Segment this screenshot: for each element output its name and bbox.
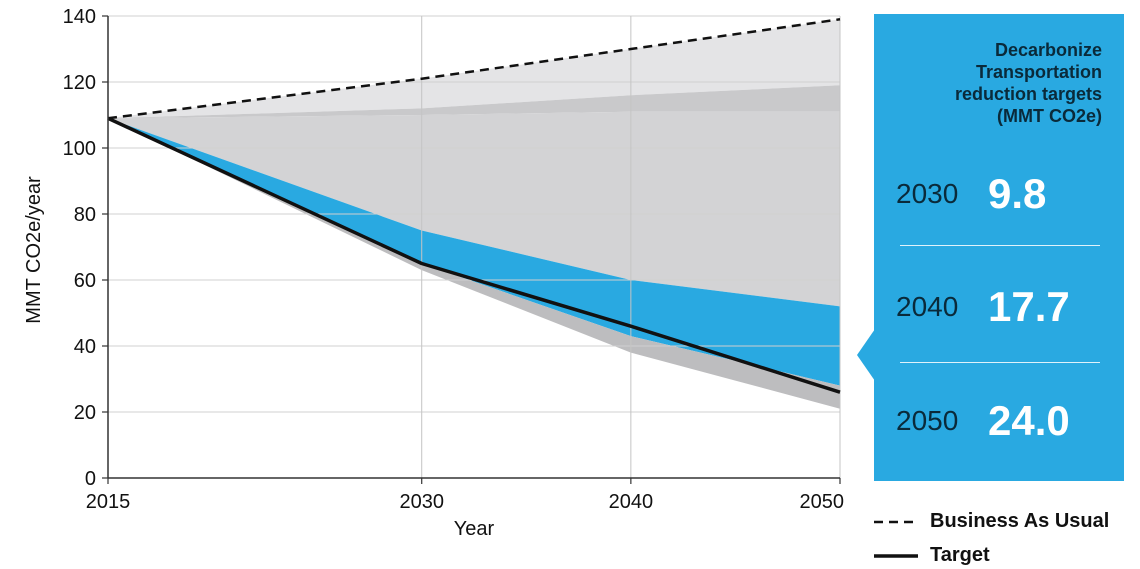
y-tick-label: 20 (74, 402, 96, 424)
target-year: 2050 (896, 405, 959, 436)
panel-title-line: reduction targets (954, 84, 1102, 104)
band-4 (108, 118, 840, 409)
band-0 (108, 19, 840, 119)
solid-line-swatch (874, 553, 918, 558)
axes (107, 16, 840, 479)
reduction-targets-panel: Decarbonize Transportation reduction tar… (874, 14, 1124, 481)
target-year: 2030 (896, 178, 959, 209)
target-value: 9.8 (988, 170, 1047, 217)
x-tick-label: 2015 (86, 491, 131, 513)
y-tick-label: 80 (74, 204, 96, 226)
series-lines (107, 18, 841, 394)
target-year: 2040 (896, 291, 959, 322)
series-line-target (107, 116, 841, 394)
band-3 (108, 118, 840, 386)
panel-divider (900, 245, 1100, 246)
x-tick-label: 2030 (399, 491, 444, 513)
x-tick-label: 2040 (609, 491, 654, 513)
grid-lines (108, 15, 841, 478)
panel-divider (900, 362, 1100, 363)
y-tick-label: 120 (63, 72, 96, 94)
band-1 (108, 85, 840, 119)
x-tick-label: 2050 (800, 491, 845, 513)
panel-title-line: (MMT CO2e) (997, 106, 1102, 126)
dashed-line-swatch (874, 520, 918, 523)
panel-pointer (857, 329, 875, 381)
x-axis-title: Year (454, 518, 495, 540)
panel-title-line: Decarbonize (994, 40, 1102, 60)
panel-title-line: Transportation (975, 62, 1102, 82)
shaded-bands (108, 19, 840, 409)
y-tick-label: 140 (63, 6, 96, 28)
legend-label-bau: Business As Usual (930, 510, 1110, 532)
target-row-2050: 2050 24.0 (896, 391, 1106, 451)
target-row-2030: 2030 9.8 (896, 164, 1106, 224)
legend-label-target: Target (930, 544, 990, 566)
series-line-bau (107, 18, 841, 120)
y-tick-label: 40 (74, 336, 96, 358)
legend-item-target: Target (874, 544, 990, 567)
band-2 (108, 111, 840, 307)
legend-item-bau: Business As Usual (874, 510, 1109, 533)
y-axis-title: MMT CO2e/year (23, 176, 45, 324)
target-value: 17.7 (988, 283, 1070, 330)
target-value: 24.0 (988, 397, 1070, 444)
y-tick-label: 0 (85, 468, 96, 490)
target-row-2040: 2040 17.7 (896, 277, 1106, 337)
y-tick-label: 60 (74, 270, 96, 292)
panel-title: Decarbonize Transportation reduction tar… (892, 39, 1102, 127)
y-tick-label: 100 (63, 138, 96, 160)
